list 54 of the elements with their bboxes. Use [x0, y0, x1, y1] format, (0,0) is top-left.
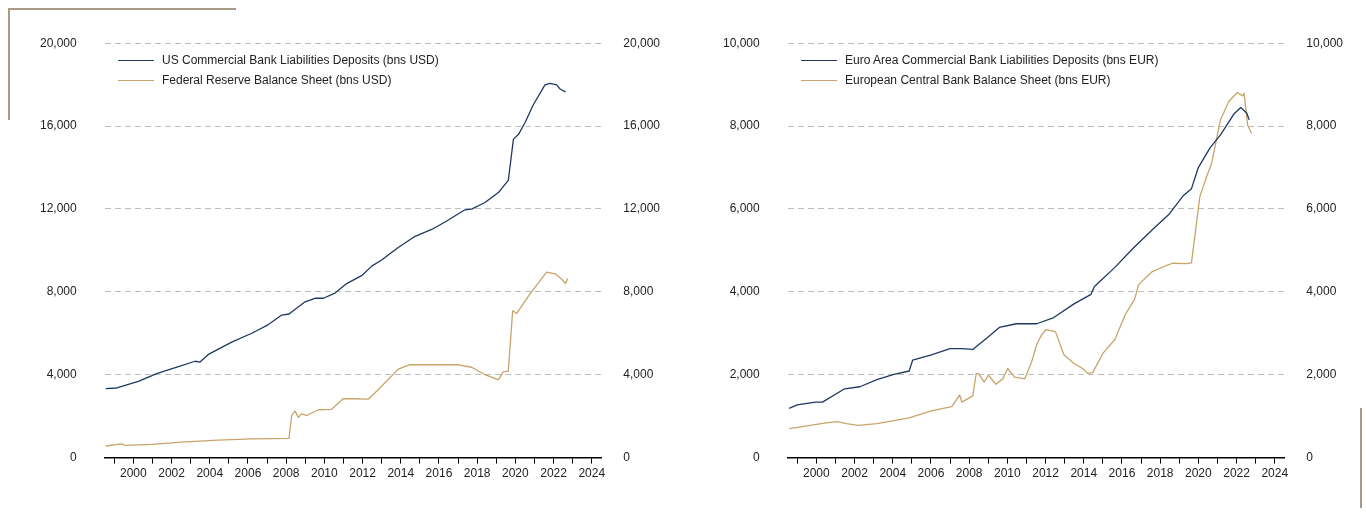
x-tick-label: 2020	[502, 466, 530, 481]
x-tick-label: 2024	[578, 466, 606, 481]
legend-label: Federal Reserve Balance Sheet (bns USD)	[162, 73, 392, 87]
x-tick-label: 2014	[387, 466, 415, 481]
x-tick-label: 2012	[1032, 466, 1060, 481]
y2-tick-label: 4,000	[1306, 284, 1337, 299]
y-tick-label: 8,000	[729, 118, 761, 133]
y2-tick-label: 12,000	[623, 201, 661, 216]
x-tick-label: 2000	[803, 466, 831, 481]
y-tick-label: 12,000	[40, 201, 78, 216]
x-tick-label: 2020	[1185, 466, 1213, 481]
x-tick-label: 2008	[955, 466, 983, 481]
x-tick-label: 2004	[196, 466, 224, 481]
y-tick-label: 0	[70, 449, 78, 464]
x-tick-label: 2004	[879, 466, 907, 481]
y-tick-label: 4,000	[46, 367, 78, 382]
legend-label: US Commercial Bank Liabilities Deposits (bns USD)	[162, 53, 439, 67]
x-tick-label: 2006	[234, 466, 262, 481]
x-tick-label: 2000	[120, 466, 148, 481]
y2-tick-label: 2,000	[1306, 367, 1337, 382]
y2-tick-label: 16,000	[623, 118, 661, 133]
x-tick-label: 2022	[540, 466, 568, 481]
y2-tick-label: 8,000	[623, 284, 654, 299]
x-tick-label: 2006	[917, 466, 945, 481]
y-tick-label: 8,000	[46, 284, 78, 299]
x-tick-label: 2016	[1108, 466, 1136, 481]
x-tick-label: 2002	[158, 466, 186, 481]
y2-tick-label: 6,000	[1306, 201, 1337, 216]
legend-label: European Central Bank Balance Sheet (bns EUR)	[845, 73, 1111, 87]
y-tick-label: 16,000	[40, 118, 78, 133]
y-tick-label: 0	[753, 449, 761, 464]
x-tick-label: 2024	[1261, 466, 1289, 481]
x-tick-label: 2018	[463, 466, 491, 481]
y-tick-label: 6,000	[729, 201, 761, 216]
y-tick-label: 4,000	[729, 284, 761, 299]
x-tick-label: 2012	[349, 466, 377, 481]
x-tick-label: 2008	[272, 466, 300, 481]
y-tick-label: 2,000	[729, 367, 761, 382]
y2-tick-label: 4,000	[623, 367, 654, 382]
x-tick-label: 2016	[425, 466, 453, 481]
y2-tick-label: 0	[1306, 449, 1314, 464]
x-tick-label: 2010	[311, 466, 339, 481]
legend-label: Euro Area Commercial Bank Liabilities Deposits (bns EUR)	[845, 53, 1159, 67]
x-tick-label: 2014	[1070, 466, 1098, 481]
y2-tick-label: 0	[623, 449, 631, 464]
x-tick-label: 2010	[994, 466, 1022, 481]
y2-tick-label: 10,000	[1306, 35, 1344, 50]
y-tick-label: 10,000	[723, 35, 761, 50]
x-tick-label: 2002	[841, 466, 869, 481]
x-tick-label: 2018	[1146, 466, 1174, 481]
y2-tick-label: 20,000	[623, 35, 661, 50]
x-tick-label: 2022	[1223, 466, 1251, 481]
y2-tick-label: 8,000	[1306, 118, 1337, 133]
y-tick-label: 20,000	[40, 35, 78, 50]
